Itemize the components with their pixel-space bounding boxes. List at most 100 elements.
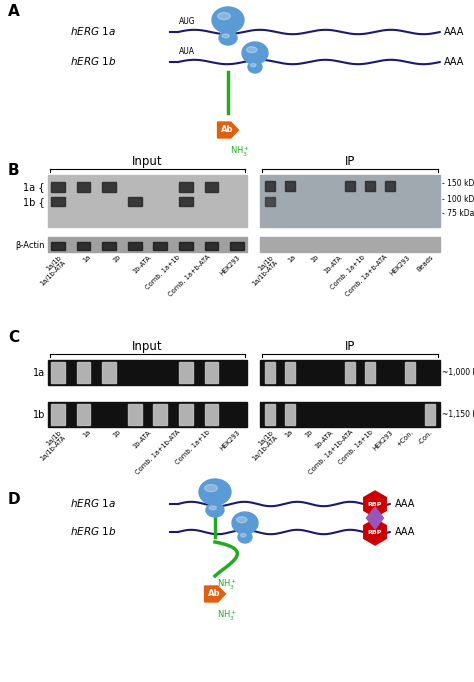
Bar [102, 182, 116, 192]
Text: 1a/1b
1a/1b-ATA: 1a/1b 1a/1b-ATA [246, 254, 279, 286]
Text: $\mathregular{NH_3^+}$: $\mathregular{NH_3^+}$ [230, 145, 250, 159]
Text: RBP: RBP [368, 501, 382, 507]
Bar [179, 362, 193, 383]
Bar [51, 362, 65, 383]
Text: 1a/1b
1a/1b-ATA: 1a/1b 1a/1b-ATA [35, 429, 67, 462]
Text: Input: Input [132, 340, 163, 353]
Text: 1a: 1a [82, 429, 92, 439]
Text: 1b-ATA: 1b-ATA [322, 254, 343, 274]
Bar [265, 197, 275, 206]
Text: Input: Input [132, 155, 163, 168]
Text: $hERG$ $1b$: $hERG$ $1b$ [70, 55, 117, 67]
Bar [265, 181, 275, 191]
Bar [385, 181, 395, 191]
Bar [51, 197, 65, 206]
Text: - 75 kDa: - 75 kDa [442, 209, 474, 218]
Bar [51, 404, 65, 425]
Text: 1a: 1a [33, 368, 45, 378]
Ellipse shape [248, 61, 262, 73]
Text: 1b-ATA: 1b-ATA [314, 429, 334, 449]
Bar [128, 242, 142, 250]
Bar [77, 242, 91, 250]
Bar [260, 360, 440, 385]
Bar [77, 404, 91, 425]
Polygon shape [364, 491, 386, 517]
Bar [154, 242, 167, 250]
Text: AAA: AAA [395, 527, 415, 537]
Text: Comb. 1a+1b-ATA: Comb. 1a+1b-ATA [135, 429, 182, 476]
Text: Comb. 1a+1b: Comb. 1a+1b [337, 429, 374, 466]
Bar [285, 404, 295, 425]
Text: AUA: AUA [179, 47, 195, 56]
Text: 1b-ATA: 1b-ATA [131, 429, 152, 449]
Bar [77, 182, 91, 192]
Bar [205, 362, 218, 383]
Ellipse shape [246, 46, 257, 53]
Bar [365, 362, 375, 383]
Polygon shape [364, 519, 386, 545]
Text: Comb. 1a+1b: Comb. 1a+1b [329, 254, 365, 291]
Bar [48, 402, 247, 427]
Ellipse shape [232, 512, 258, 534]
Text: 1a {: 1a { [24, 182, 45, 192]
Polygon shape [205, 586, 226, 602]
Text: A: A [8, 4, 20, 19]
Bar [48, 360, 247, 385]
Ellipse shape [199, 479, 231, 505]
Bar [285, 362, 295, 383]
Text: AAA: AAA [395, 499, 415, 509]
Ellipse shape [240, 533, 246, 537]
Bar [51, 182, 65, 192]
Text: HEK293: HEK293 [219, 429, 241, 451]
Text: IP: IP [345, 340, 355, 353]
Ellipse shape [209, 506, 216, 510]
Text: IP: IP [345, 155, 355, 168]
Text: $\mathregular{NH_3^+}$: $\mathregular{NH_3^+}$ [217, 609, 237, 623]
Bar [102, 362, 116, 383]
Bar [405, 362, 415, 383]
Bar [179, 242, 193, 250]
Text: 1b: 1b [310, 254, 320, 264]
Bar [205, 404, 218, 425]
Bar [265, 404, 275, 425]
Bar [260, 175, 440, 227]
Bar [365, 181, 375, 191]
Text: 1b: 1b [112, 429, 122, 439]
Bar [102, 242, 116, 250]
Bar [425, 404, 435, 425]
Text: Comb. 1a+b-ATA: Comb. 1a+b-ATA [167, 254, 211, 298]
Bar [260, 237, 440, 252]
Text: $hERG$ $1a$: $hERG$ $1a$ [70, 25, 116, 37]
Text: HEK293: HEK293 [372, 429, 394, 451]
Bar [205, 182, 218, 192]
Bar [230, 242, 244, 250]
Text: 1a/1b
1a/1b-ATA: 1a/1b 1a/1b-ATA [246, 429, 279, 462]
Bar [345, 362, 355, 383]
Text: C: C [8, 330, 19, 345]
Text: ~1,150 bp: ~1,150 bp [442, 410, 474, 419]
Bar [48, 175, 247, 227]
Text: Comb. 1a+b-ATA: Comb. 1a+b-ATA [345, 254, 389, 298]
Text: B: B [8, 163, 19, 178]
Text: 1b {: 1b { [23, 197, 45, 207]
Bar [285, 181, 295, 191]
Text: 1b-ATA: 1b-ATA [131, 254, 152, 274]
Text: AUG: AUG [179, 17, 196, 26]
Bar [345, 181, 355, 191]
Ellipse shape [242, 42, 268, 64]
Text: 1a: 1a [287, 254, 297, 264]
Text: HEK293: HEK293 [389, 254, 411, 276]
Ellipse shape [212, 7, 244, 33]
Text: 1a/1b
1a/1b-ATA: 1a/1b 1a/1b-ATA [35, 254, 67, 286]
Ellipse shape [218, 12, 230, 20]
Text: β-Actin: β-Actin [16, 241, 45, 250]
Text: 1b: 1b [304, 429, 314, 439]
Text: $\mathregular{NH_3^+}$: $\mathregular{NH_3^+}$ [217, 578, 237, 592]
Text: +Con.: +Con. [395, 429, 414, 448]
Text: 1a: 1a [284, 429, 294, 439]
Bar [265, 362, 275, 383]
Text: Ab: Ab [208, 589, 220, 599]
Bar [48, 237, 247, 252]
Text: Beads: Beads [416, 254, 434, 273]
Bar [128, 404, 142, 425]
